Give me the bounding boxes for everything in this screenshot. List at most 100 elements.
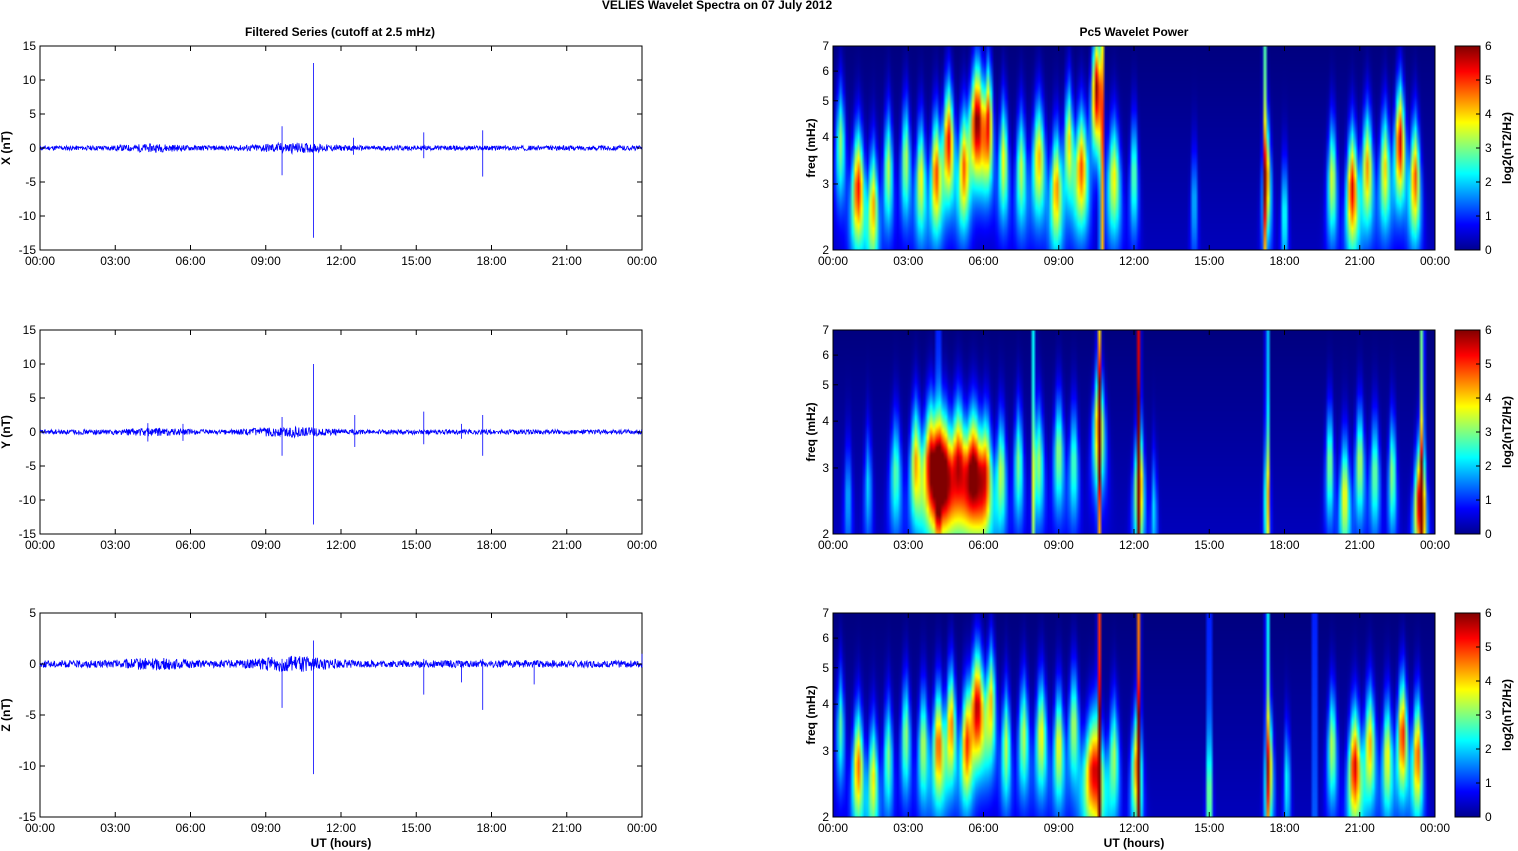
x-tick-label: 06:00 [968,821,998,835]
y-axis-label: Z (nT) [0,698,13,731]
series-line [39,141,643,155]
y-tick-label: 3 [822,177,829,191]
x-tick-label: 09:00 [251,538,281,552]
x-tick-label: 06:00 [175,821,205,835]
right-x-axis-label: UT (hours) [1104,836,1165,850]
figure-title: VELIES Wavelet Spectra on 07 July 2012 [602,0,833,12]
x-tick-label: 03:00 [893,538,923,552]
x-tick-label: 15:00 [1194,538,1224,552]
colorbar-tick-label: 4 [1485,107,1492,121]
y-tick-label: 2 [822,527,829,541]
x-tick-label: 00:00 [818,538,848,552]
colorbar-tick-label: 0 [1485,810,1492,824]
y-tick-label: -15 [19,810,37,824]
series-line [39,425,643,439]
x-tick-label: 12:00 [1119,254,1149,268]
colorbar-tick-label: 2 [1485,742,1492,756]
y-tick-label: 4 [822,414,829,428]
y-tick-label: -5 [25,175,36,189]
x-tick-label: 09:00 [251,821,281,835]
x-tick-label: 12:00 [326,254,356,268]
x-tick-label: 21:00 [552,538,582,552]
y-tick-label: 6 [822,631,829,645]
y-tick-label: -10 [19,209,37,223]
colorbar-tick-label: 5 [1485,640,1492,654]
y-tick-label: -5 [25,708,36,722]
y-tick-label: 2 [822,243,829,257]
x-tick-label: 09:00 [251,254,281,268]
colorbar [1454,45,1481,251]
x-tick-label: 06:00 [968,538,998,552]
x-tick-label: 00:00 [25,538,55,552]
x-tick-label: 18:00 [1269,254,1299,268]
y-tick-label: 0 [29,425,36,439]
y-tick-label: 6 [822,64,829,78]
x-tick-label: 15:00 [401,821,431,835]
x-tick-label: 21:00 [1345,538,1375,552]
x-tick-label: 18:00 [1269,538,1299,552]
y-tick-label: 15 [23,39,37,53]
y-series-panel: -15 -10 -5 0 5 10 15 00:00 03:00 06:00 09:00 12:00 1… [0,323,657,552]
x-tick-label: 15:00 [401,538,431,552]
y-tick-label: 10 [23,357,37,371]
x-tick-label: 03:00 [100,254,130,268]
colorbar-tick-label: 6 [1485,323,1492,337]
y-tick-label: 7 [822,323,829,337]
x-tick-label: 00:00 [627,254,657,268]
left-x-axis-label: UT (hours) [311,836,372,850]
y-axis-label: freq (mHz) [804,402,818,461]
x-tick-label: 12:00 [1119,538,1149,552]
y-tick-label: 4 [822,697,829,711]
wavelet-panel-y: 2 3 4 5 6 7 00:00 03:00 06:00 09:00 12:00 15:00 18:0… [804,323,1514,552]
x-tick-label: 18:00 [476,254,506,268]
colorbar-tick-label: 3 [1485,708,1492,722]
colorbar-tick-label: 4 [1485,391,1492,405]
x-tick-label: 00:00 [25,821,55,835]
x-tick-label: 06:00 [968,254,998,268]
colorbar-tick-label: 3 [1485,141,1492,155]
colorbar-tick-label: 1 [1485,209,1492,223]
y-tick-label: 3 [822,744,829,758]
x-tick-label: 03:00 [100,538,130,552]
x-tick-label: 00:00 [627,821,657,835]
y-axis-label: freq (mHz) [804,685,818,744]
y-tick-label: 0 [29,657,36,671]
z-series-panel: -15 -10 -5 0 5 00:00 03:00 06:00 09:00 12:00 15:00… [0,606,657,850]
y-tick-label: -10 [19,493,37,507]
y-axis-label: freq (mHz) [804,118,818,177]
x-tick-label: 03:00 [893,821,923,835]
x-tick-label: 18:00 [476,538,506,552]
x-tick-label: 18:00 [1269,821,1299,835]
y-tick-label: 5 [29,391,36,405]
x-tick-label: 21:00 [552,254,582,268]
colorbar-tick-label: 6 [1485,606,1492,620]
y-tick-label: 4 [822,130,829,144]
y-tick-label: 5 [822,661,829,675]
x-tick-label: 00:00 [25,254,55,268]
colorbar-tick-label: 3 [1485,425,1492,439]
x-tick-label: 00:00 [1420,254,1450,268]
y-tick-label: -15 [19,243,37,257]
colorbar-tick-label: 1 [1485,493,1492,507]
colorbar-tick-label: 5 [1485,357,1492,371]
colorbar-tick-label: 0 [1485,243,1492,257]
y-tick-label: -5 [25,459,36,473]
colorbar-tick-label: 6 [1485,39,1492,53]
colorbar-label: log2(nT2/Hz) [1500,396,1514,468]
y-tick-label: 6 [822,348,829,362]
wavelet-power-image [833,613,1435,817]
x-tick-label: 09:00 [1044,254,1074,268]
x-tick-label: 06:00 [175,254,205,268]
colorbar-tick-label: 5 [1485,73,1492,87]
y-tick-label: 0 [29,141,36,155]
x-tick-label: 00:00 [1420,538,1450,552]
x-tick-label: 12:00 [1119,821,1149,835]
wavelet-power-image [833,330,1435,534]
colorbar [1454,612,1481,818]
x-tick-label: 21:00 [1345,821,1375,835]
y-tick-label: -15 [19,527,37,541]
y-tick-label: 15 [23,323,37,337]
x-tick-label: 09:00 [1044,821,1074,835]
y-tick-label: 7 [822,39,829,53]
